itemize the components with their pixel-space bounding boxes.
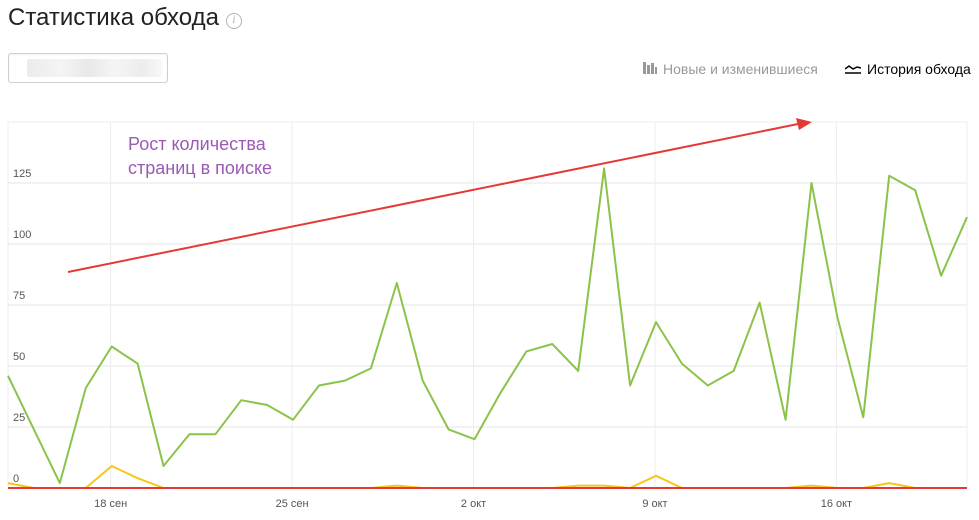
chart-svg: 0 25 50 75 100 125 18 сен 25 сен 2 окт 9 окт 16 ок… bbox=[0, 118, 979, 515]
site-selector[interactable] bbox=[8, 53, 168, 83]
page-title: Статистика обхода bbox=[8, 4, 219, 32]
site-selector-value bbox=[27, 59, 162, 77]
tab-history-label: История обхода bbox=[867, 61, 971, 77]
y-tick-label: 25 bbox=[13, 412, 25, 424]
crawl-chart: 0 25 50 75 100 125 18 сен 25 сен 2 окт 9 окт 16 ок… bbox=[0, 118, 979, 515]
bar-chart-icon bbox=[643, 61, 657, 77]
y-tick-label: 50 bbox=[13, 351, 25, 363]
line-chart-icon bbox=[845, 61, 861, 77]
y-tick-label: 0 bbox=[13, 473, 19, 485]
y-tick-label: 125 bbox=[13, 168, 31, 180]
x-tick-label: 18 сен bbox=[94, 498, 127, 510]
x-tick-label: 25 сен bbox=[276, 498, 309, 510]
tab-new-label: Новые и изменившиеся bbox=[663, 61, 818, 77]
tab-new-and-changed[interactable]: Новые и изменившиеся bbox=[643, 61, 818, 77]
y-tick-label: 100 bbox=[13, 229, 31, 241]
annotation-line1: Рост количества bbox=[128, 134, 267, 154]
y-tick-label: 75 bbox=[13, 290, 25, 302]
x-tick-label: 2 окт bbox=[461, 498, 486, 510]
info-icon[interactable]: i bbox=[226, 13, 242, 29]
x-tick-label: 16 окт bbox=[821, 498, 852, 510]
annotation-line2: страниц в поиске bbox=[128, 158, 272, 178]
tab-crawl-history[interactable]: История обхода bbox=[845, 61, 971, 77]
annotation-arrow-head bbox=[796, 118, 812, 130]
series-line-0 bbox=[8, 168, 967, 483]
series-line-1 bbox=[8, 466, 967, 488]
x-tick-label: 9 окт bbox=[642, 498, 667, 510]
